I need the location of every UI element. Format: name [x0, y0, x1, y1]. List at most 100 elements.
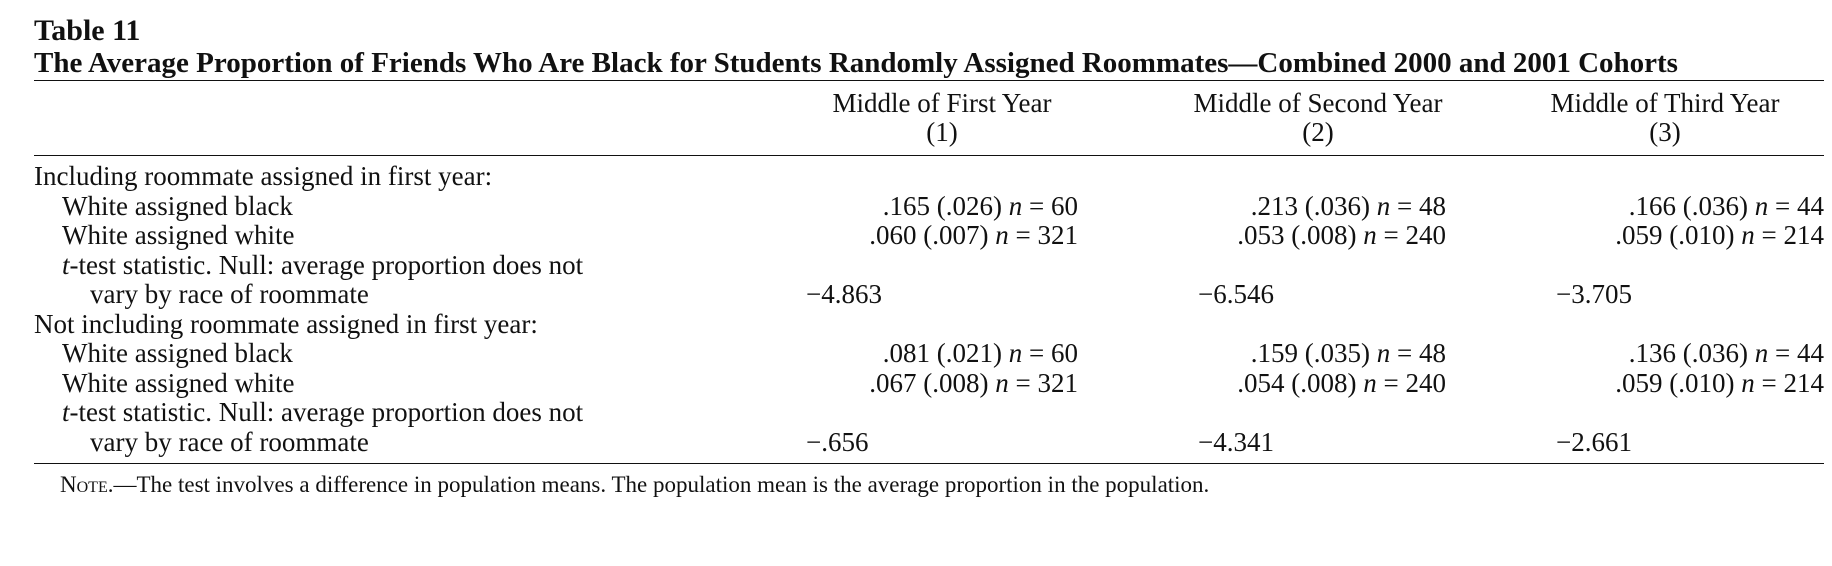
- sample-size: 240: [1405, 367, 1447, 398]
- ttest-value-row: vary by race of roommate −.656 −4.341 −2…: [34, 427, 1824, 464]
- column-header-num: (1): [926, 117, 958, 147]
- table-container: Table 11 The Average Proportion of Frien…: [34, 14, 1824, 500]
- estimate: .054 (.008): [1237, 367, 1357, 398]
- ttest-label-row: t-test statistic. Null: average proporti…: [34, 397, 1824, 428]
- estimate: .060 (.007): [869, 220, 989, 250]
- sample-size: 60: [1051, 190, 1078, 221]
- sample-size: 240: [1405, 220, 1447, 250]
- table-label: Table 11: [34, 14, 141, 47]
- ttest-value: −.656: [754, 427, 1130, 464]
- column-header-num: (2): [1302, 117, 1334, 147]
- ttest-label-text: -test statistic. Null: average proportio…: [69, 249, 584, 280]
- table-row: White assigned black .165 (.026) n = 60 …: [34, 190, 1824, 222]
- ttest-label-line2: vary by race of roommate: [90, 279, 369, 309]
- equals-sign: =: [1383, 367, 1399, 398]
- ttest-label-line2: vary by race of roommate: [34, 427, 754, 464]
- estimate: .166 (.036): [1628, 190, 1749, 221]
- n-symbol: n: [995, 367, 1009, 398]
- n-symbol: n: [1741, 220, 1755, 250]
- sample-size: 48: [1419, 190, 1446, 221]
- ttest-label-line1: t-test statistic. Null: average proporti…: [34, 397, 754, 428]
- column-header-name: Middle of First Year: [832, 88, 1052, 118]
- sample-size: 321: [1037, 220, 1079, 250]
- estimate: .081 (.021): [882, 338, 1003, 368]
- table-cell: .081 (.021) n = 60: [754, 338, 1130, 369]
- n-symbol: n: [1008, 338, 1023, 368]
- equals-sign: =: [1775, 338, 1791, 368]
- column-header-name: Middle of Second Year: [1193, 88, 1443, 118]
- equals-sign: =: [1015, 367, 1031, 398]
- table-row: White assigned white .067 (.008) n = 321…: [34, 367, 1825, 399]
- results-table: Middle of First Year (1) Middle of Secon…: [34, 81, 1824, 464]
- estimate: .159 (.035): [1250, 338, 1371, 368]
- row-label: White assigned white: [62, 367, 295, 398]
- note-label: Note.: [60, 472, 114, 497]
- equals-sign: =: [1775, 190, 1791, 221]
- sample-size: 44: [1797, 338, 1824, 368]
- note-text: —The test involves a difference in popul…: [113, 472, 1210, 497]
- row-label: White assigned black: [62, 190, 293, 221]
- table-cell: .054 (.008) n = 240: [1130, 367, 1506, 399]
- sample-size: 214: [1783, 220, 1825, 250]
- section-heading-row: Not including roommate assigned in first…: [34, 308, 1824, 340]
- column-header-1: Middle of First Year (1): [754, 89, 1130, 147]
- table-title: The Average Proportion of Friends Who Ar…: [34, 47, 1678, 79]
- row-label: White assigned black: [62, 338, 293, 368]
- sample-size: 214: [1783, 367, 1825, 398]
- table-cell: .059 (.010) n = 214: [1506, 220, 1825, 251]
- equals-sign: =: [1397, 338, 1413, 368]
- column-header-name: Middle of Third Year: [1550, 88, 1780, 118]
- equals-sign: =: [1383, 220, 1399, 250]
- n-symbol: n: [1376, 338, 1391, 368]
- table-note: Note.—The test involves a difference in …: [34, 470, 1824, 500]
- equals-sign: =: [1029, 338, 1045, 368]
- table-cell: .166 (.036) n = 44: [1506, 190, 1824, 222]
- estimate: .059 (.010): [1615, 220, 1735, 250]
- ttest-label-text: -test statistic. Null: average proportio…: [69, 397, 584, 427]
- ttest-label-row: t-test statistic. Null: average proporti…: [34, 249, 1824, 281]
- n-symbol: n: [1754, 190, 1769, 221]
- equals-sign: =: [1761, 367, 1777, 398]
- estimate: .059 (.010): [1615, 367, 1735, 398]
- table-cell: .213 (.036) n = 48: [1130, 190, 1506, 222]
- ttest-value: −4.341: [1130, 427, 1506, 464]
- table-cell: .165 (.026) n = 60: [754, 190, 1130, 222]
- ttest-value: −6.546: [1198, 279, 1274, 309]
- equals-sign: =: [1029, 190, 1045, 221]
- n-symbol: n: [1363, 220, 1377, 250]
- ttest-value: −2.661: [1506, 427, 1824, 464]
- n-symbol: n: [995, 220, 1009, 250]
- table-cell: .136 (.036) n = 44: [1506, 338, 1824, 369]
- n-symbol: n: [1741, 367, 1755, 398]
- n-symbol: n: [1008, 190, 1023, 221]
- column-header-row: Middle of First Year (1) Middle of Secon…: [34, 89, 1824, 147]
- equals-sign: =: [1397, 190, 1413, 221]
- table-cell: .060 (.007) n = 321: [754, 220, 1130, 251]
- equals-sign: =: [1761, 220, 1777, 250]
- table-cell: .053 (.008) n = 240: [1130, 220, 1506, 251]
- stub-header: [34, 89, 754, 147]
- estimate: .067 (.008): [869, 367, 989, 398]
- equals-sign: =: [1015, 220, 1031, 250]
- t-symbol: t: [62, 249, 70, 280]
- table-row: White assigned white .060 (.007) n = 321…: [34, 220, 1825, 251]
- top-rule: [34, 80, 1824, 81]
- n-symbol: n: [1376, 190, 1391, 221]
- estimate: .165 (.026): [882, 190, 1003, 221]
- n-symbol: n: [1754, 338, 1769, 368]
- section-heading: Not including roommate assigned in first…: [34, 308, 538, 339]
- t-symbol: t: [62, 397, 70, 427]
- table-cell: .059 (.010) n = 214: [1506, 367, 1825, 399]
- ttest-value-row: vary by race of roommate −4.863 −6.546 −…: [34, 279, 1824, 310]
- table-row: White assigned black .081 (.021) n = 60 …: [34, 338, 1824, 369]
- estimate: .213 (.036): [1250, 190, 1371, 221]
- row-label: White assigned white: [62, 220, 295, 250]
- n-symbol: n: [1363, 367, 1377, 398]
- column-header-num: (3): [1649, 117, 1681, 147]
- column-header-2: Middle of Second Year (2): [1130, 89, 1506, 147]
- column-header-3: Middle of Third Year (3): [1506, 89, 1824, 147]
- table-cell: .159 (.035) n = 48: [1130, 338, 1506, 369]
- sample-size: 44: [1797, 190, 1824, 221]
- estimate: .136 (.036): [1628, 338, 1749, 368]
- sample-size: 60: [1051, 338, 1078, 368]
